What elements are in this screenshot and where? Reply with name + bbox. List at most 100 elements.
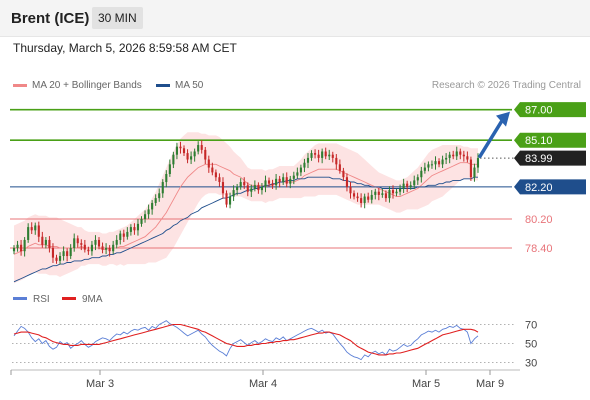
current-price-label-box xyxy=(514,150,586,166)
projection-arrow-shaft xyxy=(478,118,504,159)
candle-body xyxy=(377,191,380,195)
candle-body xyxy=(221,182,225,194)
candle-body xyxy=(147,209,150,215)
candle-body xyxy=(395,191,398,194)
candle-body xyxy=(112,244,115,252)
candle-body xyxy=(391,190,395,194)
candle-body xyxy=(314,153,317,155)
candle-body xyxy=(331,154,334,158)
candle-body xyxy=(41,236,44,245)
candle-body xyxy=(413,180,416,186)
level-label-78-40-text: 78.40 xyxy=(525,243,553,255)
candle-body xyxy=(441,159,444,165)
legend-ma20-label: MA 20 + Bollinger Bands xyxy=(32,80,142,91)
candle-body xyxy=(335,157,338,165)
legend-ma50-label: MA 50 xyxy=(175,80,204,91)
candle-body xyxy=(122,233,125,237)
candle-body xyxy=(381,193,384,195)
candle-body xyxy=(285,177,288,184)
candle-body xyxy=(97,239,101,247)
candle-body xyxy=(388,190,391,199)
candle-body xyxy=(356,196,359,199)
rsi-legend-label: RSI xyxy=(33,294,50,305)
candle-body xyxy=(430,164,434,166)
candle-body xyxy=(34,225,37,231)
candle-body xyxy=(101,246,104,250)
candle-body xyxy=(345,177,349,187)
candle-body xyxy=(94,239,97,245)
candle-body xyxy=(16,244,19,248)
candle-body xyxy=(66,251,69,257)
rsi-tick-50: 50 xyxy=(525,339,537,351)
candle-body xyxy=(197,145,200,152)
chart-credit: Research © 2026 Trading Central xyxy=(431,80,581,91)
candle-body xyxy=(469,159,472,178)
candle-body xyxy=(140,219,143,224)
candle-body xyxy=(360,198,363,203)
candle-body xyxy=(399,188,402,192)
candle-body xyxy=(133,227,136,231)
candle-body xyxy=(115,239,118,245)
candle-body xyxy=(246,185,249,192)
legend-ma20-swatch xyxy=(13,83,27,87)
candle-body xyxy=(158,193,161,199)
candle-body xyxy=(260,186,264,191)
candle-body xyxy=(243,182,246,186)
candle-body xyxy=(204,149,207,160)
candle-body xyxy=(374,191,377,195)
candle-body xyxy=(452,154,455,157)
candle-body xyxy=(175,146,178,155)
candle-body xyxy=(200,145,203,150)
rsi-tick-30: 30 xyxy=(525,358,537,370)
candle-body xyxy=(420,170,423,178)
rsi-legend-swatch xyxy=(13,297,27,300)
candle-body xyxy=(80,243,83,245)
candle-body xyxy=(182,148,186,154)
candle-body xyxy=(455,151,458,157)
candle-body xyxy=(83,244,86,250)
candle-body xyxy=(462,154,465,157)
candle-body xyxy=(161,182,164,194)
candle-body xyxy=(264,180,267,187)
candle-body xyxy=(448,154,451,158)
candle-body xyxy=(236,186,239,191)
candle-body xyxy=(108,248,111,252)
x-tick-label: Mar 4 xyxy=(249,378,277,390)
candle-body xyxy=(179,146,182,149)
level-label-87-00-text: 87.00 xyxy=(525,105,553,117)
candle-body xyxy=(466,156,469,160)
candle-body xyxy=(55,257,58,261)
candle-body xyxy=(349,186,352,194)
candle-body xyxy=(342,170,345,178)
candle-body xyxy=(136,223,140,231)
x-tick-label: Mar 5 xyxy=(412,378,440,390)
candle-body xyxy=(370,194,373,200)
candle-body xyxy=(423,167,426,171)
interval-badge[interactable]: 30 MIN xyxy=(92,7,143,29)
candle-body xyxy=(51,248,55,258)
candle-body xyxy=(338,164,341,171)
candle-body xyxy=(267,180,271,184)
current-price-label-text: 83.99 xyxy=(525,153,553,165)
candle-body xyxy=(310,153,313,158)
candle-body xyxy=(317,154,320,158)
candle-body xyxy=(69,248,72,257)
candle-body xyxy=(218,177,221,183)
candle-body xyxy=(12,248,16,252)
candle-body xyxy=(306,157,310,163)
candle-body xyxy=(119,233,122,240)
candle-body xyxy=(105,248,108,250)
candle-body xyxy=(352,193,356,197)
candle-body xyxy=(44,239,47,245)
level-label-82-20-text: 82.20 xyxy=(525,182,553,194)
x-tick-label: Mar 3 xyxy=(86,378,114,390)
candle-body xyxy=(445,157,448,160)
candle-body xyxy=(225,193,228,205)
candle-body xyxy=(27,227,30,240)
candle-body xyxy=(271,183,274,186)
candle-body xyxy=(239,182,242,187)
candle-body xyxy=(48,239,51,248)
x-tick-label: Mar 9 xyxy=(476,378,504,390)
candle-body xyxy=(427,164,430,168)
